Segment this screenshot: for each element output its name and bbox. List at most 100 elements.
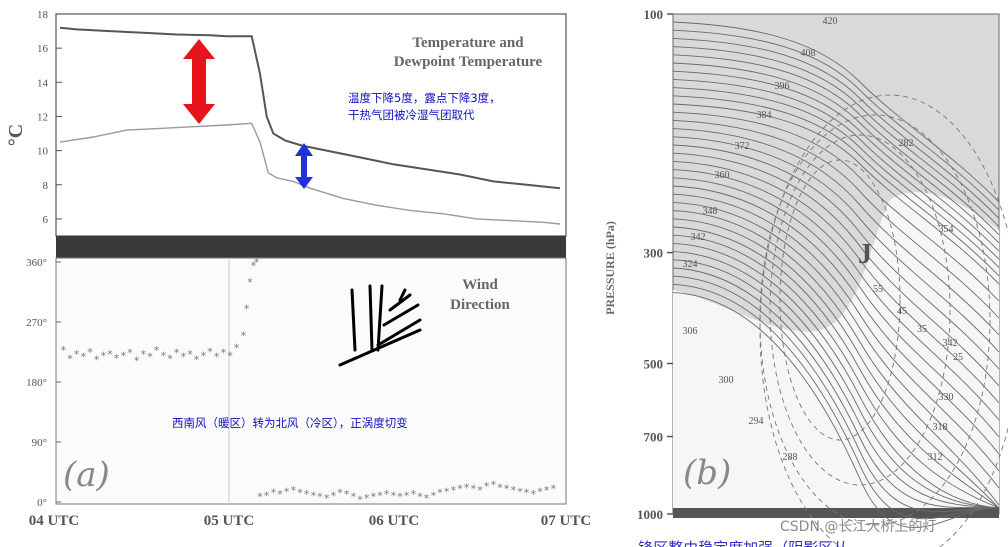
- wind-chinese-note: 西南风（暖区）转为北风（冷区），正涡度切变: [172, 416, 408, 430]
- wind-point: *: [154, 344, 160, 357]
- isentrope-line: [672, 62, 1000, 244]
- wind-point: *: [491, 479, 497, 492]
- wind-point: *: [364, 492, 370, 505]
- wind-point: *: [227, 349, 233, 362]
- wind-point: *: [344, 488, 350, 501]
- wind-point: *: [121, 349, 127, 362]
- isentrope-line: [672, 70, 1000, 252]
- csdn-watermark: CSDN @长江大桥上的灯: [780, 519, 936, 535]
- x-tick-label: 04 UTC: [29, 513, 79, 529]
- wind-point: *: [61, 344, 67, 357]
- wind-point: *: [384, 488, 390, 501]
- wind-point: *: [214, 351, 220, 364]
- chinese-note-line2: 干热气团被冷湿气团取代: [348, 108, 475, 122]
- temp-ytick-label: 10: [37, 146, 49, 158]
- wind-point: *: [67, 353, 73, 366]
- isentrope-label: 408: [801, 48, 816, 59]
- wind-point: *: [404, 489, 410, 502]
- isentrope-line: [672, 144, 1000, 370]
- wind-point: *: [444, 485, 450, 498]
- x-tick-label: 06 UTC: [369, 513, 419, 529]
- isentrope-label: 324: [683, 259, 698, 270]
- wind-point: *: [167, 353, 173, 366]
- isentrope-line: [672, 259, 1000, 509]
- wind-point: *: [377, 489, 383, 502]
- isentrope-line: [672, 251, 1000, 509]
- isentrope-line: [672, 111, 1000, 302]
- wind-point: *: [291, 484, 297, 497]
- wind-point: *: [317, 491, 323, 504]
- isentrope-line: [672, 169, 1000, 421]
- isentrope-label: 330: [939, 392, 954, 403]
- isentrope-line: [672, 37, 1000, 219]
- wind-point: *: [81, 351, 87, 364]
- pressure-tick-label: 300: [644, 246, 664, 261]
- isentrope-line: [672, 283, 1000, 520]
- hand-drawn-front-sketch: [338, 284, 422, 367]
- isentrope-line: [672, 226, 1000, 509]
- wind-ytick-label: 270°: [26, 317, 47, 329]
- isotach-dashed: [769, 134, 951, 486]
- wind-point: *: [257, 491, 263, 504]
- caption-partial: ...锋区整由稳定度加强（阴影区从: [624, 539, 848, 547]
- wind-point: *: [161, 349, 167, 362]
- isentrope-label: 282: [899, 138, 914, 149]
- isentrope-line: [672, 78, 1000, 260]
- wind-point: *: [147, 351, 153, 364]
- temp-plot-frame: [55, 13, 567, 237]
- isotach-dashed: [779, 159, 901, 441]
- wind-point: *: [271, 487, 277, 500]
- isentrope-label: 312: [928, 452, 943, 463]
- isentrope-label: 348: [703, 206, 718, 217]
- isentrope-line: [672, 275, 1000, 513]
- wind-title-line2: Direction: [450, 297, 510, 313]
- wind-point: *: [424, 492, 430, 505]
- isentrope-line: [672, 177, 1000, 438]
- wind-point: *: [437, 487, 443, 500]
- pressure-tick-label: 100: [644, 7, 664, 22]
- temperature-panel: 6 8 10 12 14 16 18 Temperature and Dewpoint Te…: [5, 9, 567, 237]
- isentrope-line: [672, 21, 1000, 203]
- wind-plot-frame: [55, 257, 567, 505]
- wind-point: *: [74, 348, 80, 361]
- pressure-tick-label: 700: [644, 430, 664, 445]
- wind-point: *: [127, 347, 133, 360]
- isentrope-label: 342: [943, 338, 958, 349]
- wind-point: *: [351, 491, 357, 504]
- wind-point: *: [371, 491, 377, 504]
- wind-point: *: [397, 491, 403, 504]
- isentrope-label: 318: [933, 422, 948, 433]
- wind-point: *: [264, 489, 270, 502]
- wind-point: *: [417, 491, 423, 504]
- isentrope-label: 342: [691, 232, 706, 243]
- isentrope-line: [672, 234, 1000, 509]
- isentrope-label: 360: [715, 170, 730, 181]
- wind-point: *: [241, 329, 247, 342]
- temp-title-line2: Dewpoint Temperature: [394, 54, 543, 70]
- isotach-label: 45: [897, 306, 907, 317]
- wind-point: *: [297, 487, 303, 500]
- wind-point: *: [544, 484, 550, 497]
- isentrope-line: [672, 210, 1000, 506]
- isentrope-label: 384: [757, 110, 772, 121]
- wind-point: *: [107, 348, 113, 361]
- wind-point: *: [511, 484, 517, 497]
- wind-panel: 0°90°180°270°360° ** * * ** * * * * *** ** * * * * * * *…: [26, 256, 591, 529]
- temp-ytick-label: 8: [43, 180, 49, 192]
- wind-point: *: [331, 489, 337, 502]
- wind-point: *: [517, 485, 523, 498]
- panel-b-label: (b): [683, 453, 731, 493]
- isentrope-label: 300: [719, 375, 734, 386]
- wind-point: *: [181, 351, 187, 364]
- isotach-dashed: [759, 114, 991, 526]
- wind-point: *: [477, 484, 483, 497]
- isentrope-line: [672, 242, 1000, 509]
- wind-point: *: [457, 483, 463, 496]
- wind-point: *: [531, 488, 537, 501]
- wind-point: *: [551, 483, 557, 496]
- temp-title-line1: Temperature and: [412, 35, 524, 51]
- wind-point: *: [277, 488, 283, 501]
- wind-point: *: [304, 488, 310, 501]
- wind-point: *: [234, 341, 240, 354]
